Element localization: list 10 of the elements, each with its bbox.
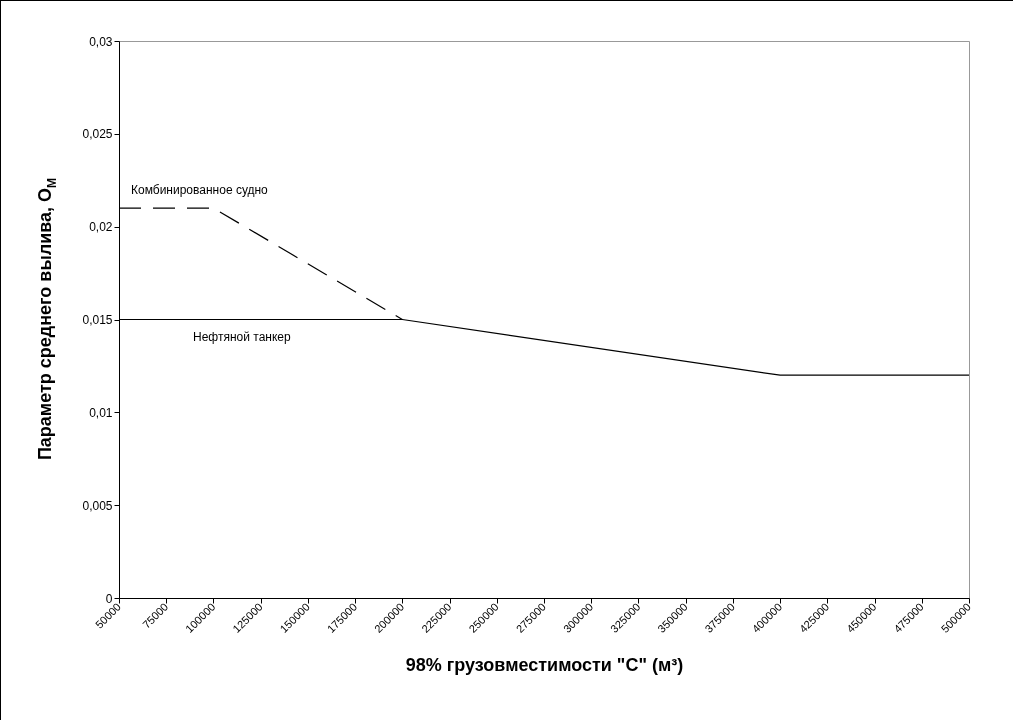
y-tick-label: 0,02: [89, 220, 113, 235]
y-tick-label: 0,015: [82, 313, 113, 327]
x-axis-title: 98% грузовместимости "С" (м³): [405, 654, 684, 675]
y-tick-label: 0,005: [82, 498, 113, 513]
y-tick-label: 0: [105, 591, 113, 606]
series-label: Нефтяной танкер: [193, 329, 291, 344]
y-tick-label: 0,01: [89, 405, 113, 420]
y-tick-label: 0,025: [82, 127, 113, 142]
series-label: Комбинированное судно: [131, 183, 269, 198]
y-tick-label: 0,03: [89, 34, 113, 49]
